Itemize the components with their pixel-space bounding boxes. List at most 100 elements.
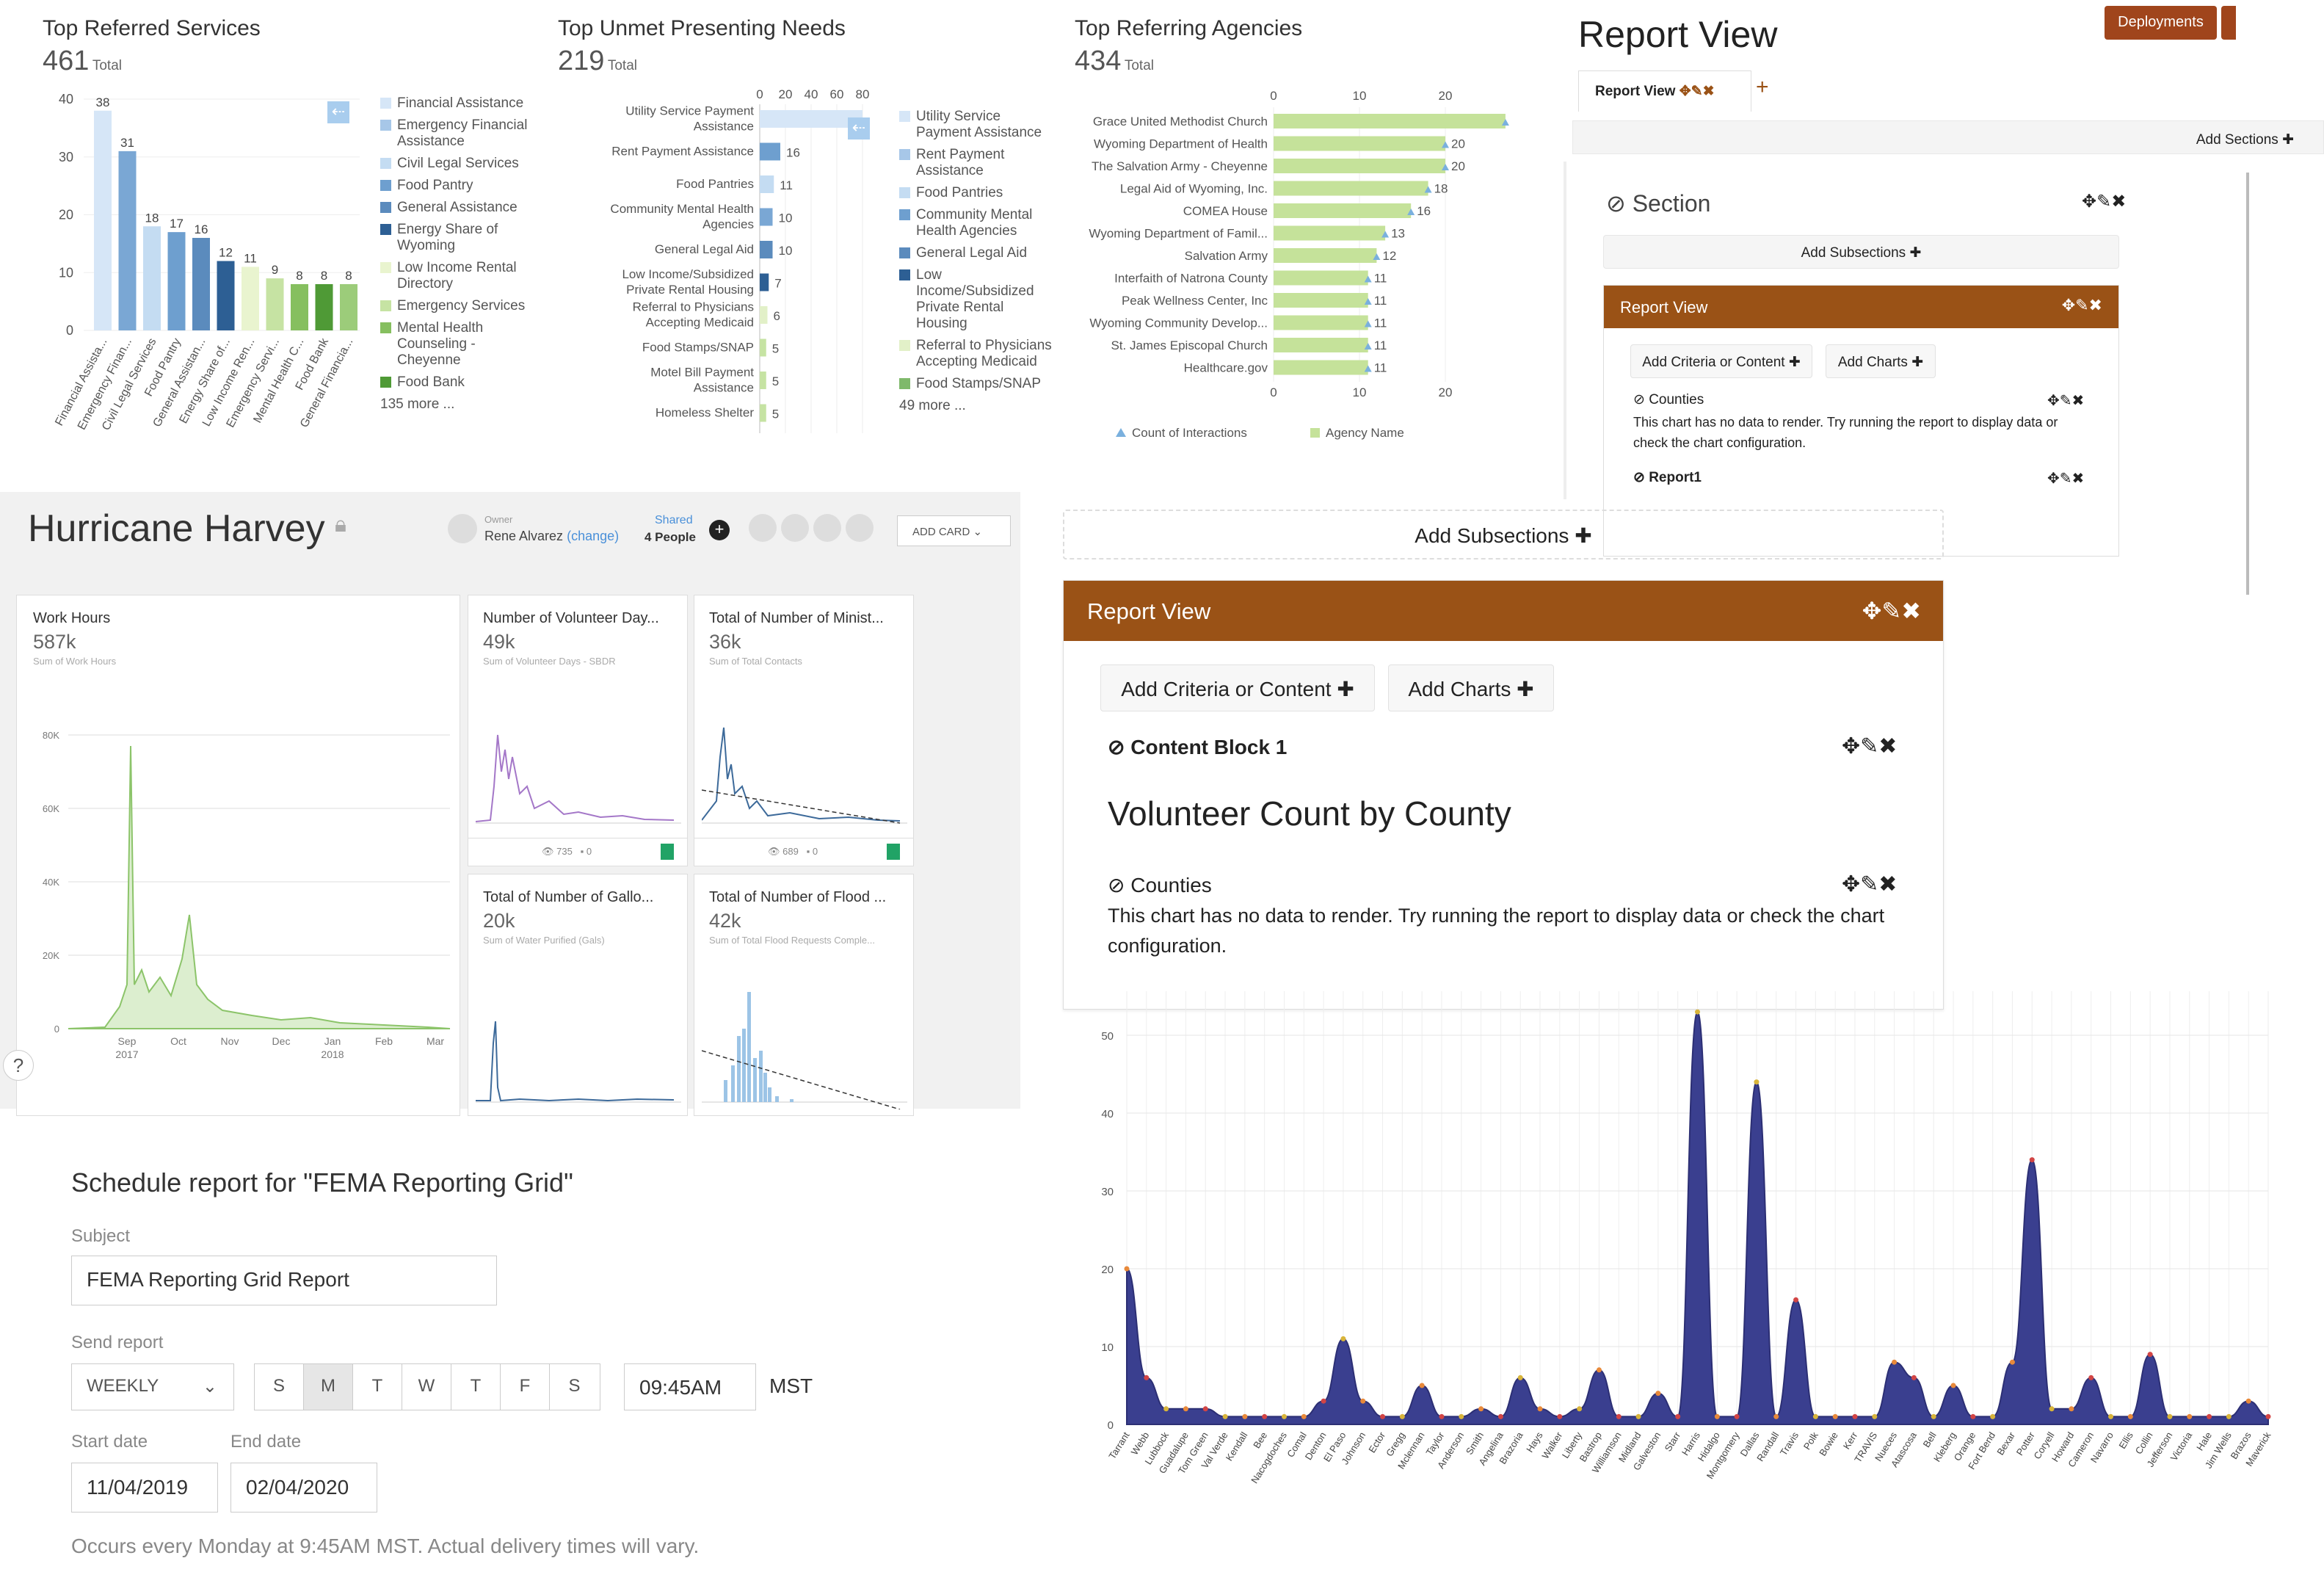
- legend-label: Energy Share of Wyoming: [397, 222, 498, 253]
- legend-item[interactable]: Rent Payment Assistance: [899, 147, 1053, 179]
- collapse-icon[interactable]: ⇠: [327, 101, 349, 123]
- legend-swatch: [380, 158, 391, 170]
- weekday-toggle[interactable]: T: [353, 1364, 402, 1410]
- weekday-toggle[interactable]: M: [304, 1364, 353, 1410]
- x-tick-label: 0: [1270, 89, 1277, 103]
- add-criteria-button[interactable]: Add Criteria or Content ✚: [1100, 664, 1375, 711]
- legend-item[interactable]: General Legal Aid: [899, 245, 1053, 261]
- bar: [315, 284, 333, 330]
- x-tick-label: 60: [830, 87, 844, 101]
- scrollbar[interactable]: [2246, 173, 2249, 595]
- lock-icon[interactable]: 🔒︎: [335, 512, 346, 537]
- time-input[interactable]: 09:45AM: [624, 1363, 756, 1410]
- counties-controls[interactable]: ✥✎✖: [2047, 393, 2085, 409]
- section-controls[interactable]: ✥✎✖: [2082, 192, 2127, 211]
- tab-report-view[interactable]: Report View ✥✎✖: [1578, 70, 1751, 112]
- report1-controls[interactable]: ✥✎✖: [2047, 471, 2085, 487]
- weekday-toggle[interactable]: S: [568, 1376, 581, 1396]
- deployments-button[interactable]: Deployments: [2105, 6, 2217, 40]
- panel-total: 434 Total: [1075, 46, 1154, 76]
- data-label: 16: [1417, 204, 1431, 218]
- add-subsections-button[interactable]: Add Subsections ✚: [1063, 510, 1944, 559]
- x-tick-label: Oct: [170, 1035, 186, 1047]
- work-hours-card[interactable]: Work Hours 587k Sum of Work Hours 0 20K 40…: [16, 595, 460, 1116]
- end-date-input[interactable]: 02/04/2020: [230, 1463, 377, 1513]
- card-title: Work Hours: [33, 610, 111, 626]
- change-owner-link[interactable]: (change): [567, 529, 620, 543]
- data-point: [1163, 1406, 1169, 1412]
- data-point: [2187, 1413, 2193, 1419]
- flood-requests-card[interactable]: Total of Number of Flood ... 42k Sum of …: [694, 874, 914, 1116]
- legend-item[interactable]: Civil Legal Services: [380, 156, 534, 172]
- subject-input[interactable]: FEMA Reporting Grid Report: [71, 1256, 497, 1305]
- data-point: [1124, 1266, 1130, 1272]
- legend-more-link[interactable]: 49 more ...: [899, 398, 966, 413]
- legend-item[interactable]: Emergency Financial Assistance: [380, 117, 534, 150]
- x-tick-label: 20: [1439, 89, 1453, 103]
- sheet-icon[interactable]: [887, 844, 900, 860]
- data-point: [1990, 1413, 1996, 1419]
- legend-item[interactable]: Mental Health Counseling - Cheyenne: [380, 320, 534, 369]
- legend-item[interactable]: Low Income/Subsidized Private Rental Hou…: [899, 267, 1053, 332]
- legend-item[interactable]: Utility Service Payment Assistance: [899, 109, 1053, 141]
- legend-swatch: [899, 111, 910, 123]
- y-tick-label: 20: [59, 208, 73, 222]
- legend-item[interactable]: Community Mental Health Agencies: [899, 207, 1053, 239]
- frequency-select[interactable]: WEEKLY ⌄: [71, 1363, 234, 1410]
- legend-item[interactable]: Food Stamps/SNAP: [899, 376, 1053, 392]
- legend-item[interactable]: Energy Share of Wyoming: [380, 222, 534, 254]
- collapse-icon[interactable]: ⇠: [848, 117, 870, 140]
- point-marker: [1442, 164, 1449, 170]
- legend-item[interactable]: Food Pantry: [380, 178, 534, 194]
- trend-line: [702, 1050, 901, 1109]
- move-edit-close-icons[interactable]: ✥✎✖: [1679, 84, 1715, 99]
- y-tick-label: Wyoming Community Develop...: [1089, 316, 1268, 330]
- volunteer-days-card[interactable]: Number of Volunteer Day... 49k Sum of Vo…: [468, 595, 688, 866]
- legend-item[interactable]: Food Bank: [380, 374, 534, 391]
- bar: [217, 261, 235, 330]
- sheet-icon[interactable]: [661, 844, 674, 860]
- legend-item[interactable]: Emergency Services: [380, 298, 534, 314]
- add-person-icon[interactable]: +: [709, 520, 730, 540]
- add-sections-button[interactable]: Add Sections ✚: [1572, 120, 2324, 154]
- legend-item[interactable]: Financial Assistance: [380, 95, 534, 112]
- add-tab-icon[interactable]: +: [1756, 75, 1769, 99]
- data-point: [1635, 1413, 1641, 1419]
- legend-item[interactable]: General Assistance: [380, 200, 534, 216]
- add-charts-button[interactable]: Add Charts ✚: [1388, 664, 1554, 711]
- toolbar-button-partial[interactable]: [2221, 6, 2236, 40]
- card-subtitle: Sum of Total Contacts: [709, 656, 802, 667]
- header-controls[interactable]: ✥✎✖: [2061, 296, 2102, 314]
- header-controls[interactable]: ✥✎✖: [1862, 598, 1921, 624]
- legend-item[interactable]: Referral to Physicians Accepting Medicai…: [899, 338, 1053, 370]
- legend-more-link[interactable]: 135 more ...: [380, 396, 455, 412]
- card-footer: 👁︎ 735 ▪ 0: [468, 838, 687, 866]
- ministry-contacts-card[interactable]: Total of Number of Minist... 36k Sum of …: [694, 595, 914, 866]
- legend-item[interactable]: Food Pantries: [899, 185, 1053, 201]
- weekday-toggle[interactable]: W: [402, 1364, 451, 1410]
- add-charts-button[interactable]: Add Charts ✚: [1826, 344, 1936, 378]
- help-icon[interactable]: ?: [3, 1050, 34, 1081]
- y-tick-label: 0: [1108, 1419, 1114, 1432]
- report-view-header: Report View ✥✎✖: [1064, 581, 1943, 641]
- data-label: 11: [1374, 338, 1387, 352]
- legend-swatch: [899, 269, 910, 281]
- legend-item[interactable]: Low Income Rental Directory: [380, 260, 534, 292]
- legend-label: General Legal Aid: [916, 245, 1028, 261]
- weekday-toggle[interactable]: F: [501, 1364, 550, 1410]
- content-block-controls[interactable]: ✥✎✖: [1842, 734, 1898, 758]
- counties-controls[interactable]: ✥✎✖: [1842, 872, 1898, 896]
- y-tick-label: Utility Service Payment: [625, 104, 754, 118]
- weekday-toggle[interactable]: T: [451, 1364, 501, 1410]
- start-date-label: Start date: [71, 1432, 148, 1452]
- add-criteria-button[interactable]: Add Criteria or Content ✚: [1630, 344, 1812, 378]
- x-tick-label: 0: [756, 87, 763, 101]
- weekday-toggle[interactable]: S: [255, 1364, 304, 1410]
- x-tick-label: Hale: [2194, 1430, 2214, 1453]
- add-card-button[interactable]: ADD CARD ⌄: [897, 515, 1011, 546]
- water-purified-card[interactable]: Total of Number of Gallo... 20k Sum of W…: [468, 874, 688, 1116]
- card-title: Total of Number of Flood ...: [709, 889, 887, 905]
- start-date-input[interactable]: 11/04/2019: [71, 1463, 218, 1513]
- data-label: 9: [272, 263, 278, 277]
- add-subsections-button[interactable]: Add Subsections ✚: [1603, 235, 2119, 269]
